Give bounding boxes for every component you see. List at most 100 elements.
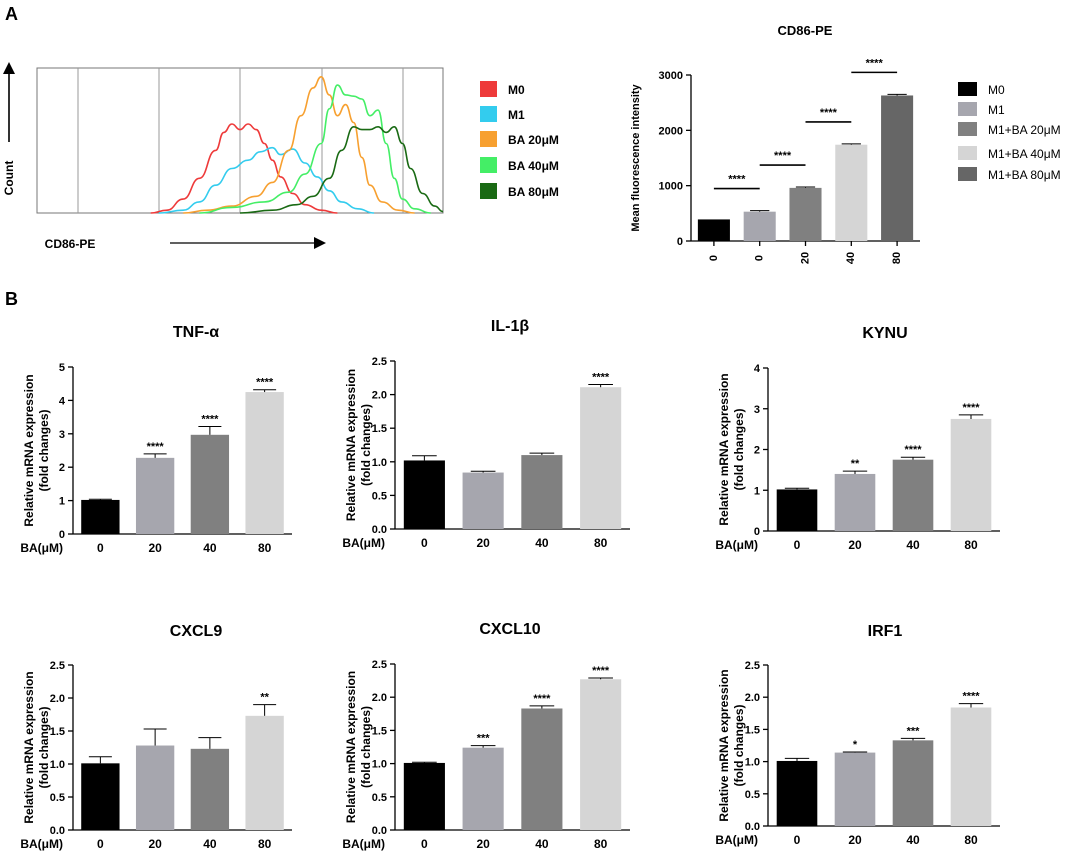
y-axis-label: Relative mRNA expression	[22, 671, 36, 823]
bar-3	[580, 679, 622, 830]
significance-label-2: ****	[201, 413, 219, 425]
y-tick-label-2: 2	[754, 445, 760, 457]
bar-2	[892, 740, 934, 826]
legend-swatch-1	[958, 102, 977, 116]
bar-2	[190, 748, 230, 830]
x-tick-label-1: 20	[848, 833, 862, 847]
bar-0	[697, 219, 730, 241]
y-tick-label-1: 0.5	[745, 789, 760, 801]
y-axis-label: Relative mRNA expression	[22, 374, 36, 526]
y-tick-label-2: 2	[59, 462, 65, 474]
bar-4	[881, 95, 914, 242]
chart-title: CD86-PE	[778, 23, 833, 38]
x-axis-label: BA(μM)	[715, 538, 758, 552]
legend-swatch-0	[958, 82, 977, 96]
legend-swatch-2	[480, 131, 497, 147]
x-tick-label-2: 40	[203, 541, 217, 555]
x-axis-label: CD86-PE	[45, 237, 96, 251]
x-tick-label-0: 0	[97, 837, 104, 851]
bar-0	[776, 489, 818, 531]
series-curve-3	[199, 84, 431, 214]
x-tick-label-0: 0	[97, 541, 104, 555]
bar-0	[403, 460, 445, 529]
comparison-label-0: ****	[728, 174, 746, 186]
legend-label-1: M1	[508, 108, 525, 122]
series-curve-1	[158, 146, 375, 214]
y-axis-label-2: (fold changes)	[359, 404, 373, 486]
bar-2	[892, 459, 934, 531]
significance-label-3: ****	[256, 377, 274, 389]
comparison-label-1: ****	[774, 150, 792, 162]
x-axis-label: BA(μM)	[342, 837, 385, 851]
legend-label-2: M1+BA 20μM	[988, 123, 1061, 137]
y-tick-label-5: 5	[59, 362, 65, 374]
bar-1	[462, 472, 504, 529]
y-tick-label-0: 0	[754, 526, 760, 538]
significance-label-3: ****	[962, 402, 980, 414]
panel-label-b: B	[5, 289, 18, 309]
chart-title: TNF-α	[173, 324, 219, 341]
x-tick-label-1: 20	[148, 541, 162, 555]
y-tick-label-2: 1.0	[372, 457, 387, 469]
il1b-bar-chart: IL-1β 0.0 0.5 1.0 1.5 2.0 2.5 Relative mRNA exp…	[342, 318, 630, 550]
bar-3	[245, 715, 284, 830]
y-tick-label-3: 1.5	[372, 725, 387, 737]
bar-2	[521, 455, 563, 529]
y-tick-label-5: 2.5	[372, 659, 387, 671]
bar-3	[950, 707, 992, 826]
y-axis-label-2: (fold changes)	[37, 706, 51, 788]
bar-3	[580, 387, 622, 529]
significance-label-3: ****	[592, 372, 610, 384]
x-tick-label-2: 40	[535, 837, 549, 851]
comparison-label-3: ****	[866, 57, 884, 69]
y-tick-label-4: 4	[754, 363, 761, 375]
bar-0	[776, 760, 818, 826]
legend-label-4: M1+BA 80μM	[988, 168, 1061, 182]
x-tick-label-0: 0	[794, 833, 801, 847]
significance-label-2: ****	[533, 693, 551, 705]
bar-3	[835, 144, 868, 241]
y-tick-label-1: 1	[59, 496, 65, 508]
y-tick-label-2: 2000	[659, 125, 683, 137]
y-tick-label-3: 1.5	[372, 423, 387, 435]
y-tick-label-4: 2.0	[372, 692, 387, 704]
legend-swatch-2	[958, 122, 977, 136]
bar-1	[135, 745, 175, 830]
x-tick-label-3: 80	[258, 541, 272, 555]
y-tick-label-1: 0.5	[50, 792, 65, 804]
chart-title: IL-1β	[491, 318, 529, 335]
bar-1	[834, 473, 876, 531]
significance-label-3: **	[260, 692, 269, 704]
legend-label-0: M0	[988, 83, 1005, 97]
y-tick-label-1: 0.5	[372, 792, 387, 804]
x-axis-label: BA(μM)	[342, 536, 385, 550]
y-tick-label-0: 0.0	[372, 825, 387, 837]
y-axis-label-2: (fold changes)	[732, 704, 746, 786]
y-tick-label-0: 0	[677, 236, 683, 248]
irf1-bar-chart: IRF1 0.0 0.5 1.0 1.5 2.0 2.5 Relative mRNA expr…	[715, 623, 1000, 847]
legend-label-3: BA 40μM	[508, 159, 559, 173]
legend-swatch-4	[480, 183, 497, 199]
y-tick-label-0: 0.0	[50, 825, 65, 837]
x-tick-label-0: 0	[421, 837, 428, 851]
bar-2	[789, 187, 822, 241]
legend-swatch-3	[958, 146, 977, 160]
y-tick-label-3: 3	[754, 404, 760, 416]
x-tick-label-1: 20	[848, 538, 862, 552]
y-tick-label-3: 1.5	[50, 726, 65, 738]
bar-0	[81, 763, 120, 830]
legend-label-0: M0	[508, 83, 525, 97]
x-tick-label-3: 80	[594, 837, 608, 851]
x-tick-label-3: 80	[964, 833, 978, 847]
y-tick-label-2: 1.0	[745, 757, 760, 769]
x-tick-label-2: 40	[203, 837, 217, 851]
bar-3	[245, 392, 284, 534]
x-axis-label: BA(μM)	[715, 833, 758, 847]
x-arrow-head	[314, 237, 326, 249]
legend-swatch-3	[480, 157, 497, 173]
y-tick-label-5: 2.5	[745, 660, 760, 672]
legend-swatch-4	[958, 167, 977, 181]
chart-title: CXCL10	[479, 621, 540, 638]
y-arrow-head	[3, 62, 15, 74]
